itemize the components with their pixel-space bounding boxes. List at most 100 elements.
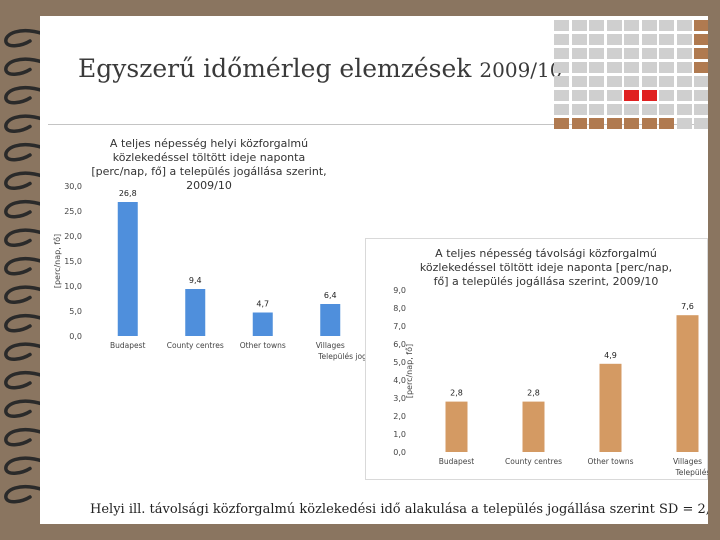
grid-square [624, 48, 639, 59]
y-tick-label: 7,0 [393, 322, 406, 331]
grid-square [606, 104, 622, 115]
binder-ring-wire [4, 200, 46, 219]
binder-ring [4, 57, 46, 76]
y-tick-label: 30,0 [64, 182, 82, 191]
grid-square [571, 34, 587, 45]
local-transport-chart: 0,0 5,0 10,0 15,0 20,0 25,0 30,0 [perc/nap, fő]… [48, 128, 389, 361]
grid-square [694, 34, 708, 45]
binder-ring-wire [4, 228, 46, 247]
grid-square [571, 104, 587, 115]
grid-square [624, 90, 639, 101]
binder-ring [4, 29, 46, 48]
binder-ring [4, 86, 46, 105]
grid-square [624, 104, 639, 115]
grid-square [589, 104, 604, 115]
grid-square [589, 48, 604, 59]
grid-square [554, 76, 569, 87]
grid-square [554, 48, 569, 59]
grid-square [659, 34, 674, 45]
grid-square [641, 90, 657, 101]
binder-ring [4, 428, 46, 447]
binder-ring [4, 485, 46, 504]
y-tick-label: 8,0 [393, 304, 406, 313]
page-title: Egyszerű időmérleg elemzések 2009/10 [78, 54, 563, 83]
binder-ring-wire [4, 428, 46, 447]
grid-square [641, 118, 657, 129]
y-tick-label: 4,0 [393, 376, 406, 385]
binder-ring [4, 114, 46, 133]
binder-ring-wire [4, 456, 46, 475]
binder-ring [4, 456, 46, 475]
grid-square [676, 48, 692, 59]
x-tick-label: Budapest [439, 457, 475, 466]
data-label: 6,4 [324, 291, 337, 300]
binder-ring [4, 399, 46, 418]
grid-square [606, 48, 622, 59]
bar-villages [320, 304, 341, 336]
grid-square [606, 20, 622, 31]
grid-square [606, 90, 622, 101]
grid-square [641, 104, 657, 115]
grid-square [659, 90, 674, 101]
grid-square [641, 76, 657, 87]
grid-square [659, 48, 674, 59]
grid-square [554, 62, 569, 73]
bar-county-centres [185, 289, 206, 336]
y-tick-label: 6,0 [393, 340, 406, 349]
chart1-title: A teljes népesség helyi közforgalmú közl… [91, 137, 327, 192]
y-tick-label: 0,0 [69, 332, 82, 341]
y-tick-label: 9,0 [393, 286, 406, 295]
binder-ring-wire [4, 371, 46, 390]
x-tick-label: County centres [505, 457, 562, 466]
grid-square [606, 76, 622, 87]
grid-square [554, 20, 569, 31]
slide: Egyszerű időmérleg elemzések 2009/10 0,0… [40, 16, 708, 524]
x-tick-label: Villages [673, 457, 702, 466]
data-label: 4,9 [604, 351, 617, 360]
y-tick-label: 0,0 [393, 448, 406, 457]
grid-square [676, 62, 692, 73]
binder-ring-wire [4, 171, 46, 190]
y-tick-label: 20,0 [64, 232, 82, 241]
grid-square [676, 76, 692, 87]
grid-square [659, 20, 674, 31]
y-tick-label: 1,0 [393, 430, 406, 439]
slide-caption: Helyi ill. távolsági közforgalmú közleke… [90, 502, 708, 517]
grid-square [571, 48, 587, 59]
local-transport-chart-plot: 0,0 5,0 10,0 15,0 20,0 25,0 30,0 [perc/nap, fő]… [53, 182, 389, 361]
data-label: 9,4 [189, 276, 202, 285]
y-tick-label: 15,0 [64, 257, 82, 266]
binder-ring-wire [4, 314, 46, 333]
binder-ring-wire [4, 143, 46, 162]
x-tick-label: Budapest [110, 341, 146, 350]
long-distance-chart: 0,0 1,0 2,0 3,0 4,0 5,0 6,0 7,0 8,0 9,0 [perc/nap,… [366, 238, 709, 478]
grid-square [554, 90, 569, 101]
grid-square [641, 48, 657, 59]
grid-square [589, 118, 604, 129]
x-tick-label: Other towns [240, 341, 286, 350]
grid-square [624, 62, 639, 73]
bar-budapest [445, 401, 468, 452]
y-axis-label: [perc/nap, fő] [53, 234, 62, 288]
x-tick-label: Other towns [587, 457, 633, 466]
binder-ring [4, 314, 46, 333]
grid-square [554, 104, 569, 115]
data-label: 2,8 [450, 389, 463, 398]
binder-ring [4, 342, 46, 361]
grid-square [641, 62, 657, 73]
grid-square [659, 104, 674, 115]
binder-ring [4, 171, 46, 190]
x-axis-title: Település jogállása [675, 468, 709, 477]
grid-square [606, 62, 622, 73]
grid-square [694, 48, 708, 59]
y-tick-label: 3,0 [393, 394, 406, 403]
y-tick-label: 5,0 [69, 307, 82, 316]
y-tick-label: 2,0 [393, 412, 406, 421]
data-label: 26,8 [119, 189, 137, 198]
grid-square [589, 76, 604, 87]
binder-ring-wire [4, 285, 46, 304]
binder-ring [4, 228, 46, 247]
binder-ring-wire [4, 257, 46, 276]
grid-square [659, 62, 674, 73]
grid-square [659, 118, 674, 129]
